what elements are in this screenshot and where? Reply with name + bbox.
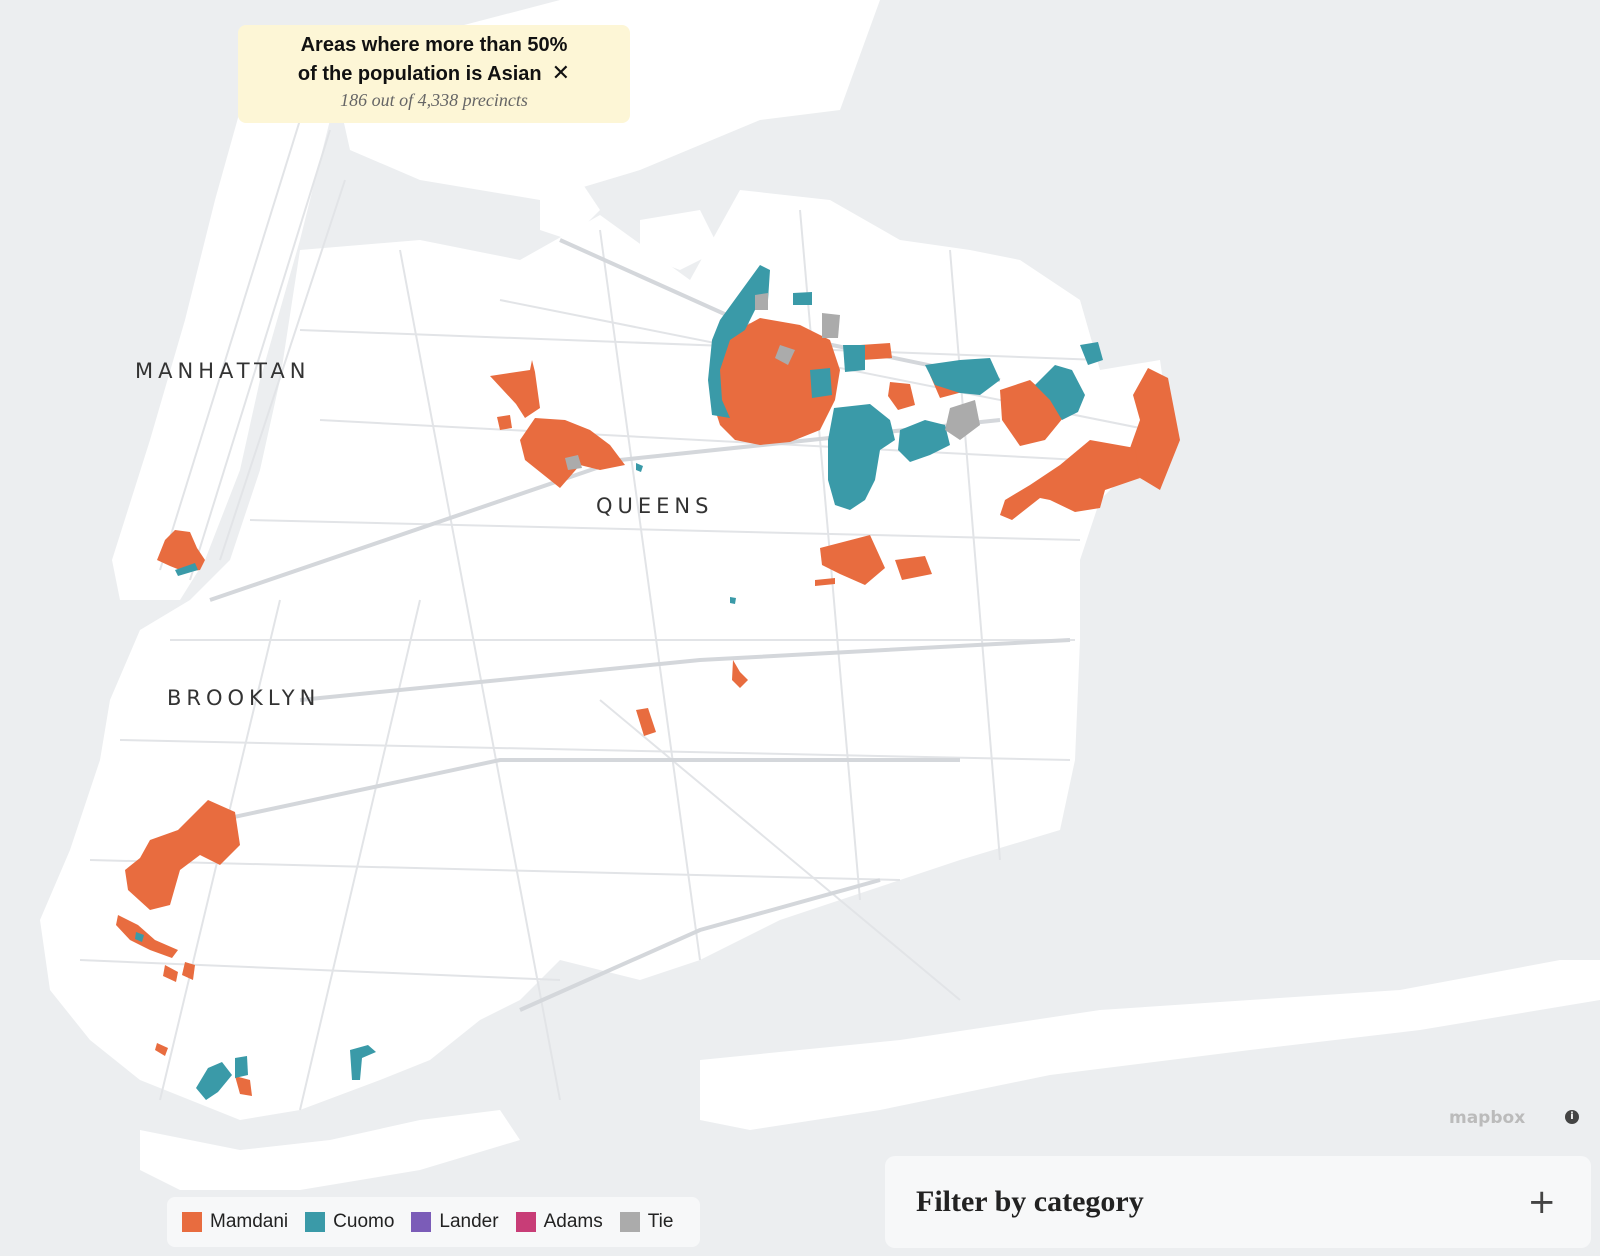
precincts-mamdani bbox=[116, 318, 1180, 1096]
precinct-mamdani[interactable] bbox=[155, 1043, 168, 1056]
info-icon[interactable]: i bbox=[1565, 1110, 1579, 1124]
legend-swatch bbox=[619, 1212, 640, 1232]
filter-chip-title-line2-row: of the population is Asian ✕ bbox=[238, 59, 630, 88]
precinct-cuomo[interactable] bbox=[196, 1062, 232, 1100]
precinct-mamdani[interactable] bbox=[712, 318, 840, 445]
precinct-mamdani[interactable] bbox=[636, 708, 656, 736]
precinct-mamdani[interactable] bbox=[732, 660, 748, 688]
mapbox-logo[interactable]: mapbox bbox=[1449, 1108, 1526, 1128]
brooklyn-label: BROOKLYN bbox=[167, 686, 321, 710]
precinct-mamdani[interactable] bbox=[895, 556, 932, 580]
precinct-mamdani[interactable] bbox=[163, 965, 178, 982]
precinct-cuomo[interactable] bbox=[1035, 365, 1085, 420]
precinct-tie[interactable] bbox=[775, 345, 795, 365]
island bbox=[540, 180, 600, 240]
precinct-cuomo[interactable] bbox=[175, 563, 198, 576]
filter-by-category-panel[interactable]: Filter by category + bbox=[885, 1156, 1591, 1248]
legend-item-tie: Tie bbox=[619, 1211, 674, 1233]
filter-chip-title-line2: of the population is Asian bbox=[297, 63, 542, 85]
precinct-mamdani[interactable] bbox=[820, 535, 885, 585]
legend-label: Lander bbox=[439, 1211, 499, 1232]
legend-swatch bbox=[182, 1212, 202, 1232]
filter-panel-title: Filter by category bbox=[916, 1185, 1144, 1218]
precinct-cuomo[interactable] bbox=[925, 358, 1000, 395]
precinct-mamdani[interactable] bbox=[182, 962, 195, 980]
rockaway-land bbox=[700, 960, 1600, 1130]
land bbox=[40, 0, 1600, 1190]
precinct-tie[interactable] bbox=[565, 455, 582, 470]
precinct-mamdani[interactable] bbox=[815, 578, 835, 586]
precinct-cuomo[interactable] bbox=[810, 368, 832, 398]
precinct-mamdani[interactable] bbox=[520, 418, 625, 488]
precinct-mamdani[interactable] bbox=[116, 915, 178, 958]
legend: Mamdani Cuomo Lander Adams Tie bbox=[167, 1197, 700, 1247]
precinct-cuomo[interactable] bbox=[636, 463, 643, 472]
legend-swatch bbox=[411, 1212, 432, 1232]
legend-label: Mamdani bbox=[210, 1211, 289, 1232]
queens-label: QUEENS bbox=[596, 494, 714, 518]
precinct-tie[interactable] bbox=[822, 313, 840, 338]
legend-item-lander: Lander bbox=[411, 1211, 499, 1233]
precinct-mamdani[interactable] bbox=[157, 530, 205, 572]
legend-item-adams: Adams bbox=[515, 1211, 603, 1233]
precinct-cuomo[interactable] bbox=[898, 420, 950, 462]
precinct-mamdani[interactable] bbox=[860, 343, 892, 360]
precinct-mamdani[interactable] bbox=[490, 360, 540, 418]
precinct-cuomo[interactable] bbox=[730, 597, 736, 604]
legend-swatch bbox=[515, 1212, 536, 1232]
precinct-mamdani[interactable] bbox=[1000, 440, 1140, 520]
precinct-cuomo[interactable] bbox=[828, 404, 895, 510]
manhattan-label: MANHATTAN bbox=[135, 359, 311, 383]
precinct-cuomo[interactable] bbox=[1080, 342, 1103, 365]
island bbox=[640, 210, 720, 270]
precinct-mamdani[interactable] bbox=[1130, 368, 1180, 490]
precinct-cuomo[interactable] bbox=[793, 292, 812, 305]
precinct-mamdani[interactable] bbox=[497, 415, 512, 430]
precinct-mamdani[interactable] bbox=[125, 800, 240, 910]
precinct-cuomo[interactable] bbox=[135, 932, 144, 942]
legend-label: Adams bbox=[543, 1211, 603, 1232]
precinct-cuomo[interactable] bbox=[708, 265, 770, 418]
precinct-cuomo[interactable] bbox=[843, 345, 865, 372]
legend-swatch bbox=[305, 1212, 326, 1232]
precincts-cuomo bbox=[135, 265, 1103, 1100]
close-icon[interactable]: ✕ bbox=[551, 60, 571, 85]
legend-label: Cuomo bbox=[333, 1211, 395, 1232]
precinct-mamdani[interactable] bbox=[888, 382, 915, 410]
active-filter-chip: Areas where more than 50% of the populat… bbox=[238, 25, 630, 123]
manhattan-land bbox=[112, 40, 330, 600]
filter-chip-count: 186 out of 4,338 precincts bbox=[340, 90, 528, 110]
plus-icon[interactable]: + bbox=[1527, 1182, 1557, 1222]
filter-chip-title-line1: Areas where more than 50% bbox=[300, 34, 568, 56]
precinct-mamdani[interactable] bbox=[235, 1076, 252, 1096]
legend-label: Tie bbox=[647, 1211, 674, 1232]
precinct-cuomo[interactable] bbox=[235, 1056, 248, 1078]
precincts-tie bbox=[565, 293, 980, 470]
legend-item-mamdani: Mamdani bbox=[182, 1211, 288, 1233]
legend-item-cuomo: Cuomo bbox=[305, 1211, 394, 1233]
precinct-tie[interactable] bbox=[945, 400, 980, 440]
precinct-cuomo[interactable] bbox=[350, 1045, 376, 1080]
coney-island-land bbox=[140, 1110, 520, 1190]
precinct-tie[interactable] bbox=[755, 293, 768, 310]
